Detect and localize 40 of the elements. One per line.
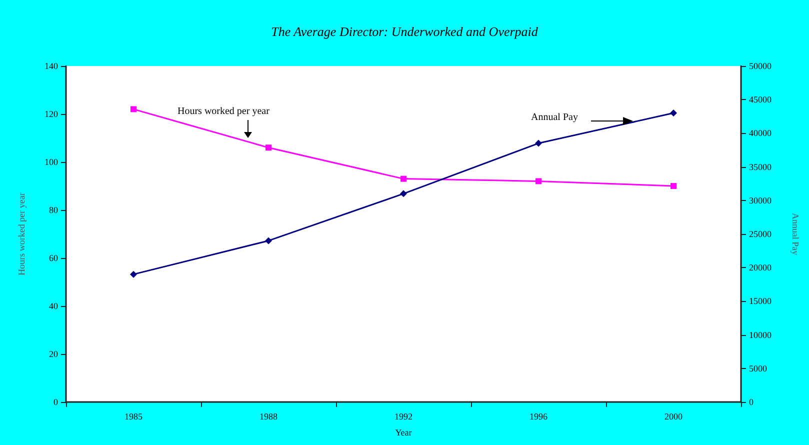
y2-axis-title: Annual Pay — [790, 212, 800, 256]
y-tick-label: 40 — [49, 301, 58, 311]
y2-tick-label: 30000 — [749, 195, 772, 206]
y-tick-label: 100 — [44, 157, 58, 167]
y2-tick-label: 45000 — [749, 94, 772, 105]
y2-tick-label: 15000 — [749, 296, 772, 306]
y2-tick-label: 40000 — [749, 128, 772, 138]
series-label: Annual Pay — [531, 112, 578, 124]
point — [670, 110, 677, 117]
x-tick-label: 1992 — [394, 412, 412, 422]
x-tick-label: 1985 — [124, 412, 143, 422]
y-tick-label: 140 — [44, 61, 58, 71]
point — [265, 237, 272, 244]
x-tick-label: 1996 — [530, 412, 548, 422]
y-axis-title: Hours worked per year — [16, 192, 26, 276]
series-label: Hours worked per year — [178, 106, 270, 117]
point — [130, 270, 137, 278]
y2-tick-label: 25000 — [749, 229, 772, 239]
x-tick-label: 2000 — [664, 412, 683, 422]
point — [536, 178, 542, 184]
y2-tick-label: 0 — [749, 397, 754, 407]
point — [400, 176, 406, 182]
y-tick-label: 20 — [49, 349, 58, 359]
x-axis-title: Year — [395, 428, 412, 438]
y2-tick-label: 50000 — [749, 61, 772, 71]
y-tick-label: 80 — [49, 205, 58, 215]
y2-tick-label: 10000 — [749, 330, 772, 340]
point — [400, 190, 407, 198]
chart-title: The Average Director: Underworked and Overpaid — [271, 24, 538, 39]
point — [670, 183, 676, 189]
y2-tick-label: 35000 — [749, 162, 772, 172]
point — [266, 144, 272, 151]
y2-tick-label: 20000 — [749, 262, 772, 273]
y-tick-label: 120 — [44, 109, 58, 119]
y-tick-label: 60 — [49, 253, 58, 263]
point — [535, 140, 542, 147]
y-tick-label: 0 — [54, 397, 58, 407]
point — [130, 106, 136, 112]
y2-tick-label: 5000 — [749, 363, 768, 374]
x-tick-label: 1988 — [260, 412, 278, 422]
